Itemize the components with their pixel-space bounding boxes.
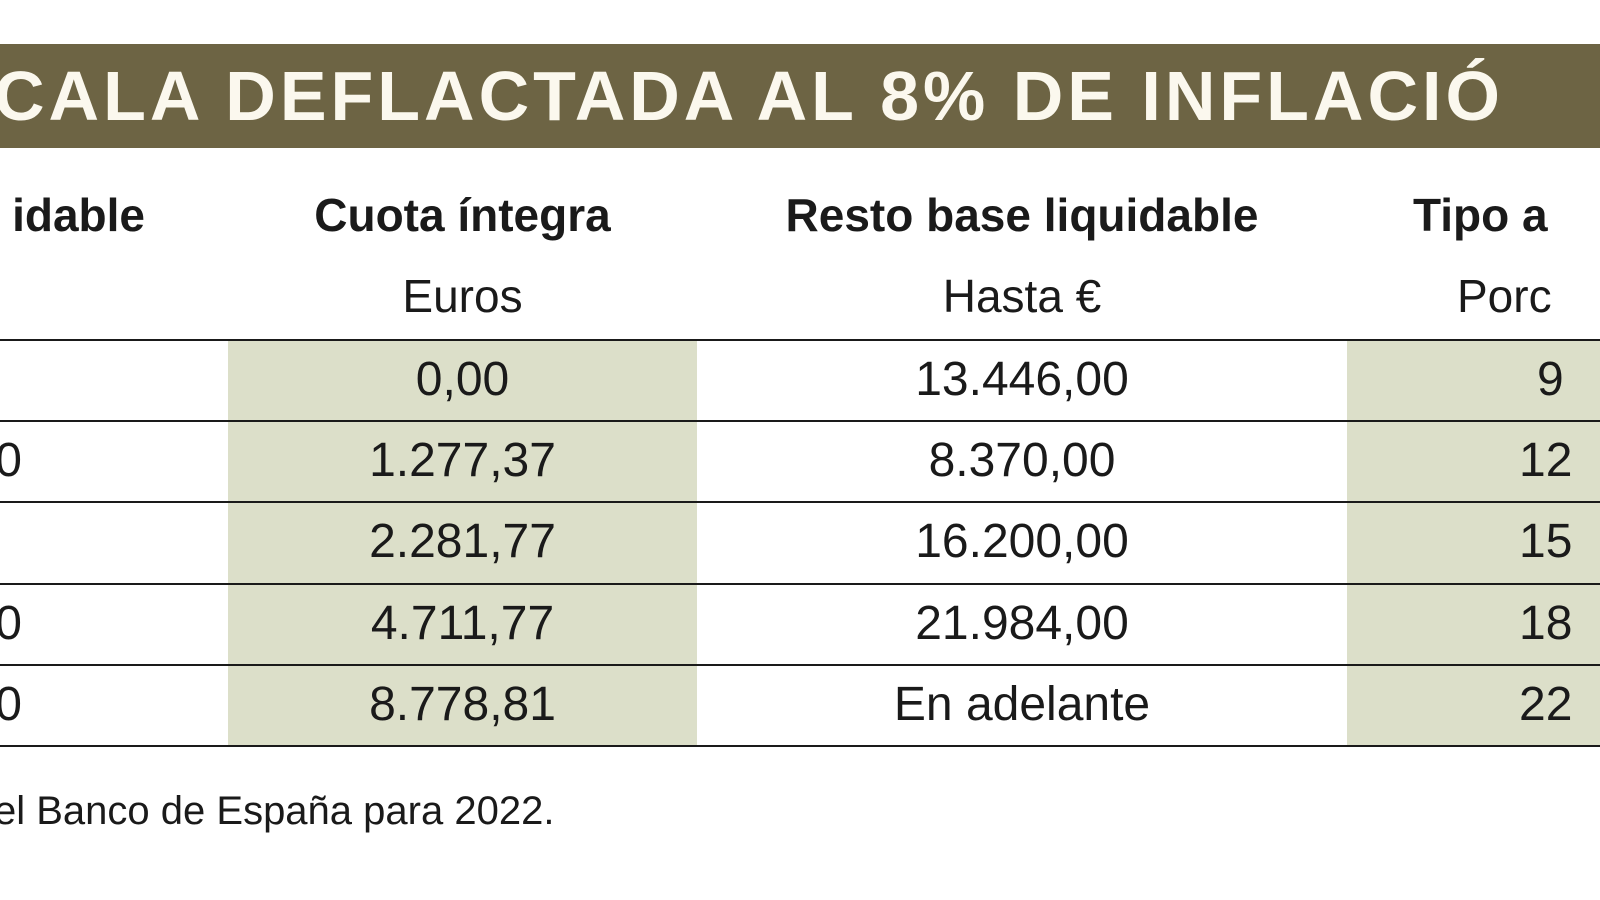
cell-resto: 16.200,00: [915, 515, 1129, 568]
cell-tipo: 15: [1519, 515, 1573, 568]
header-cuota-integra: Cuota íntegra: [314, 189, 611, 241]
unit-porcentaje: Porc: [1457, 270, 1552, 322]
row-divider: [0, 745, 1600, 747]
row-divider: [0, 420, 1600, 422]
title-banner: CALA DEFLACTADA AL 8% DE INFLACIÓ: [0, 44, 1600, 148]
row-divider: [0, 664, 1600, 666]
cell-cuota: 2.281,77: [369, 515, 556, 568]
cell-tipo: 12: [1519, 434, 1573, 487]
cell-resto: 8.370,00: [928, 434, 1116, 487]
shaded-column-cuota: [228, 341, 697, 746]
cell-resto: 13.446,00: [915, 353, 1129, 406]
cell-tipo: 9: [1537, 353, 1564, 406]
cell-cuota: 0,00: [415, 353, 510, 406]
cell-resto: 21.984,00: [915, 597, 1129, 650]
cell-cuota: 4.711,77: [370, 597, 555, 650]
header-base-liquidable: idable: [12, 189, 145, 241]
row-divider: [0, 501, 1600, 503]
cell-base: 0: [0, 678, 22, 731]
header-resto-base: Resto base liquidable: [785, 189, 1259, 241]
cell-tipo: 22: [1519, 678, 1573, 731]
footnote: el Banco de España para 2022.: [0, 789, 555, 833]
cell-resto: En adelante: [893, 678, 1151, 731]
row-divider: [0, 339, 1600, 341]
cell-cuota: 1.277,37: [369, 434, 556, 487]
cell-tipo: 18: [1519, 597, 1573, 650]
cell-base: 0: [0, 434, 22, 487]
shaded-column-tipo: [1347, 341, 1600, 746]
unit-euros: Euros: [402, 270, 523, 322]
row-divider: [0, 583, 1600, 585]
unit-hasta: Hasta €: [942, 270, 1102, 322]
header-tipo: Tipo a: [1413, 189, 1548, 241]
cell-base: 0: [0, 597, 22, 650]
cell-cuota: 8.778,81: [369, 678, 556, 731]
table-title: CALA DEFLACTADA AL 8% DE INFLACIÓ: [0, 57, 1504, 135]
